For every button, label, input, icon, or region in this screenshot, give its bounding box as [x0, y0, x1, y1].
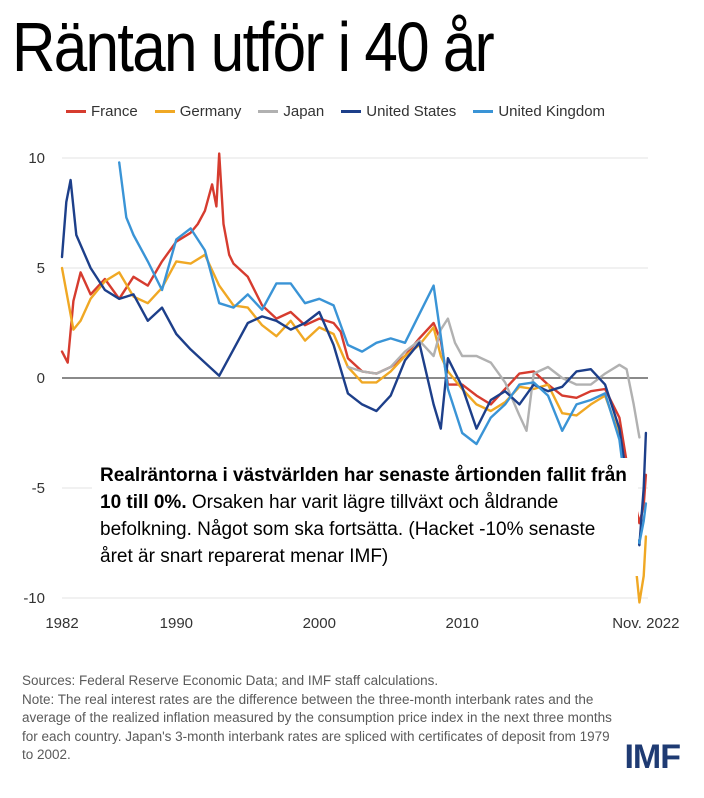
footer-notes: Sources: Federal Reserve Economic Data; … [22, 672, 612, 765]
legend-item-japan: Japan [258, 103, 324, 120]
footer-note: Note: The real interest rates are the di… [22, 691, 612, 763]
x-tick-label: Nov. 2022 [612, 615, 679, 632]
chart-series [60, 152, 648, 604]
series-line-france [60, 152, 648, 525]
legend-item-germany: Germany [154, 102, 242, 120]
series-line-japan [346, 317, 641, 439]
y-tick-label: 0 [37, 370, 45, 387]
legend-label-united-kingdom: United Kingdom [498, 102, 606, 120]
legend-label-france: France [91, 102, 138, 120]
legend-swatch-germany [154, 109, 175, 113]
y-tick-label: -5 [32, 480, 45, 497]
headline: Räntan utför i 40 år [12, 8, 495, 86]
series-line-united-kingdom [118, 161, 648, 545]
legend-swatch-japan [258, 109, 279, 113]
legend-swatch-united-states [341, 109, 362, 113]
legend-swatch-united-kingdom [473, 109, 494, 113]
x-tick-label: 2010 [446, 615, 479, 632]
legend-label-united-states: United States [366, 102, 457, 120]
y-tick-label: -10 [23, 590, 45, 607]
x-tick-label: 1982 [45, 615, 78, 632]
legend-item-united-states: United States [341, 103, 456, 120]
annotation-box: Realräntorna i västvärlden har senaste å… [92, 458, 638, 576]
y-tick-label: 5 [37, 260, 45, 277]
x-tick-label: 1990 [160, 615, 193, 632]
y-tick-label: 10 [28, 150, 45, 167]
legend-swatch-france [66, 109, 86, 113]
x-tick-label: 2000 [303, 615, 336, 632]
imf-logo: IMF [624, 738, 681, 776]
legend-item-united-kingdom: United Kingdom [473, 103, 605, 120]
annotation-text: Orsaken har varit lägre tillväxt och åld… [100, 492, 596, 567]
legend-item-france: France [66, 103, 138, 120]
chart-legend: France Germany Japan United States Unite… [66, 100, 605, 122]
legend-label-japan: Japan [283, 102, 325, 120]
legend-label-germany: Germany [179, 102, 242, 120]
series-line-germany [60, 253, 648, 604]
series-line-united-states [60, 178, 648, 547]
annotation-bold-text: Realräntorna i västvärlden har senaste å… [100, 465, 627, 513]
footer-sources: Sources: Federal Reserve Economic Data; … [22, 673, 439, 688]
